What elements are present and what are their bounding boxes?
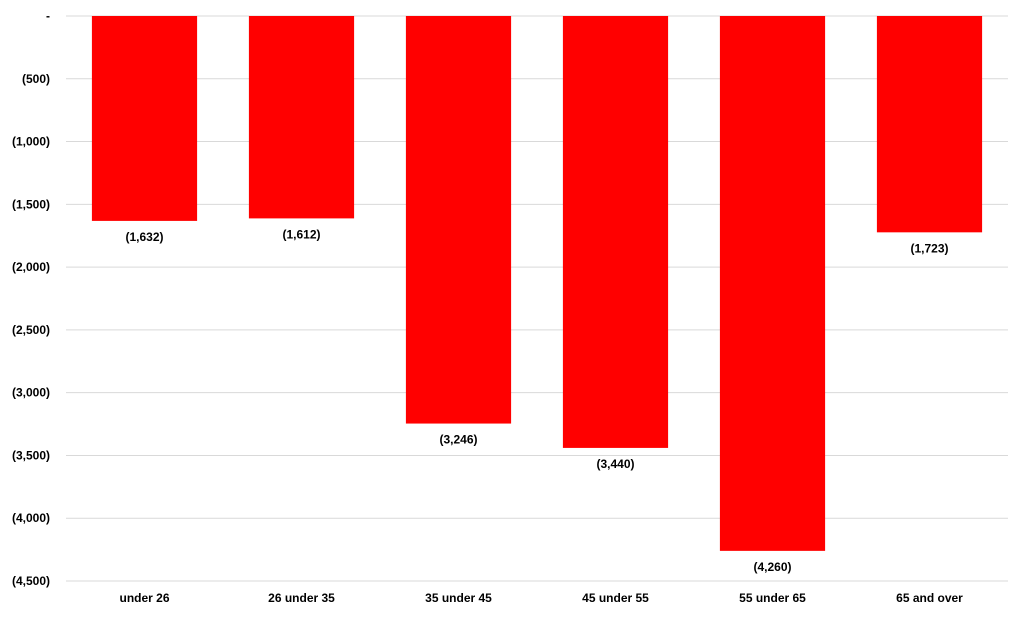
x-category-label: 26 under 35 xyxy=(268,591,335,605)
x-category-label: 55 under 65 xyxy=(739,591,806,605)
bar xyxy=(91,16,198,221)
bar xyxy=(562,16,669,448)
y-tick-label: (2,000) xyxy=(12,260,50,274)
y-tick-label: (4,000) xyxy=(12,511,50,525)
gridlines xyxy=(66,15,1008,582)
x-category-label: 65 and over xyxy=(896,591,963,605)
bar xyxy=(719,16,826,551)
bars xyxy=(91,16,983,551)
y-tick-label: (4,500) xyxy=(12,574,50,588)
y-tick-label: (1,000) xyxy=(12,135,50,149)
x-axis-category-labels: under 26 26 under 35 35 under 45 45 under 5… xyxy=(119,591,963,605)
x-category-label: 45 under 55 xyxy=(582,591,649,605)
y-axis-tick-labels: - (500) (1,000) (1,500) (2,000) (2,500) (3,000… xyxy=(12,9,50,588)
bar xyxy=(876,16,983,233)
data-label: (3,440) xyxy=(596,457,634,471)
x-category-label: 35 under 45 xyxy=(425,591,492,605)
data-label: (3,246) xyxy=(439,433,477,447)
y-tick-label: (500) xyxy=(22,72,50,86)
y-tick-label: (2,500) xyxy=(12,323,50,337)
y-tick-label: (3,500) xyxy=(12,448,50,462)
data-label: (4,260) xyxy=(753,560,791,574)
bar xyxy=(405,16,512,424)
x-category-label: under 26 xyxy=(119,591,169,605)
data-label: (1,612) xyxy=(282,227,320,241)
data-label: (1,723) xyxy=(910,241,948,255)
data-label: (1,632) xyxy=(125,230,163,244)
bar xyxy=(248,16,355,219)
y-tick-label: (3,000) xyxy=(12,386,50,400)
data-labels: (1,632) (1,612) (3,246) (3,440) (4,260) (1,72… xyxy=(125,227,948,573)
y-tick-label: - xyxy=(46,9,50,23)
y-tick-label: (1,500) xyxy=(12,197,50,211)
